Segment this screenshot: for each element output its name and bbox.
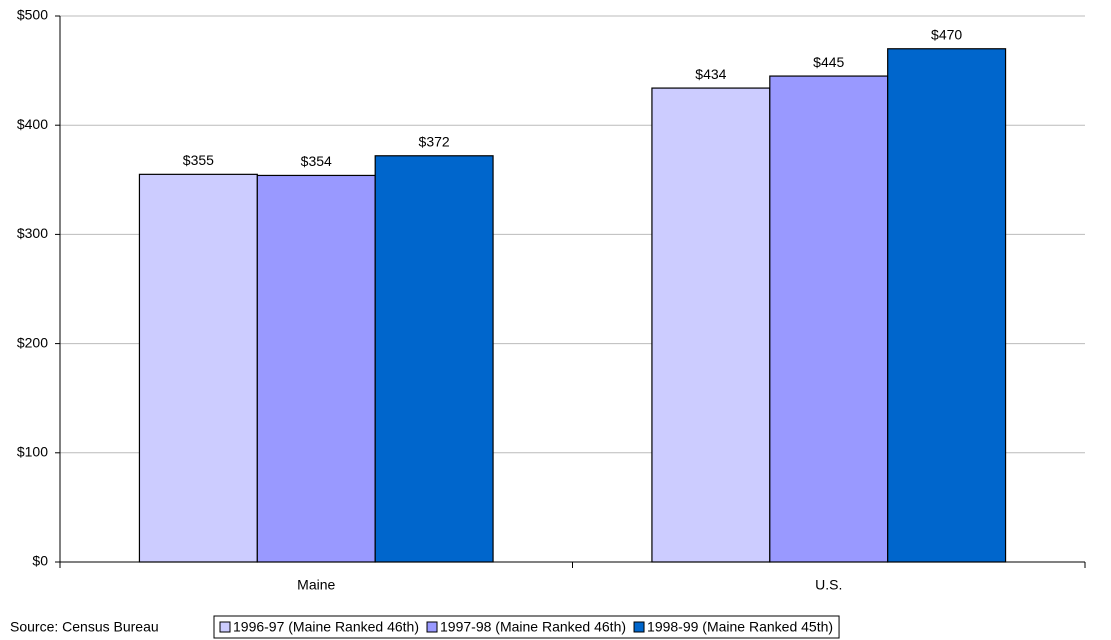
bar — [887, 48, 1007, 563]
y-tick-label: $500 — [17, 7, 48, 23]
x-tick-label: U.S. — [815, 577, 842, 593]
y-tick-label: $100 — [17, 444, 48, 460]
legend-label: 1998-99 (Maine Ranked 45th) — [647, 619, 833, 635]
legend-box — [213, 615, 840, 639]
y-tick-label: $200 — [17, 334, 48, 350]
bar — [769, 75, 889, 563]
bar — [374, 155, 494, 563]
legend-label: 1996-97 (Maine Ranked 46th) — [233, 619, 419, 635]
value-label: $445 — [813, 54, 844, 70]
value-label: $434 — [695, 66, 726, 82]
value-label: $372 — [419, 133, 450, 149]
bar — [256, 174, 376, 563]
value-label: $355 — [183, 152, 214, 168]
value-label: $470 — [931, 26, 962, 42]
bar — [138, 173, 258, 563]
y-tick-label: $400 — [17, 116, 48, 132]
legend-swatch — [633, 621, 645, 633]
y-tick-label: $0 — [32, 553, 48, 569]
bar — [651, 87, 771, 563]
legend-swatch — [219, 621, 231, 633]
source-note: Source: Census Bureau — [10, 619, 159, 635]
y-tick-label: $300 — [17, 225, 48, 241]
x-tick-label: Maine — [297, 577, 335, 593]
legend-label: 1997-98 (Maine Ranked 46th) — [440, 619, 626, 635]
legend-swatch — [426, 621, 438, 633]
value-label: $354 — [301, 153, 332, 169]
